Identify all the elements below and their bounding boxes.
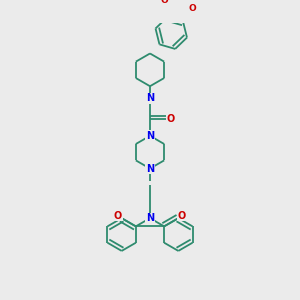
Text: N: N — [146, 213, 154, 223]
Text: N: N — [146, 93, 154, 103]
Text: O: O — [166, 115, 174, 124]
Text: N: N — [146, 93, 154, 103]
Text: N: N — [146, 213, 154, 223]
Text: O: O — [160, 0, 168, 5]
Text: O: O — [178, 211, 186, 221]
Text: N: N — [146, 164, 154, 174]
Text: N: N — [146, 131, 154, 141]
Text: O: O — [114, 211, 122, 221]
Text: O: O — [189, 4, 196, 14]
